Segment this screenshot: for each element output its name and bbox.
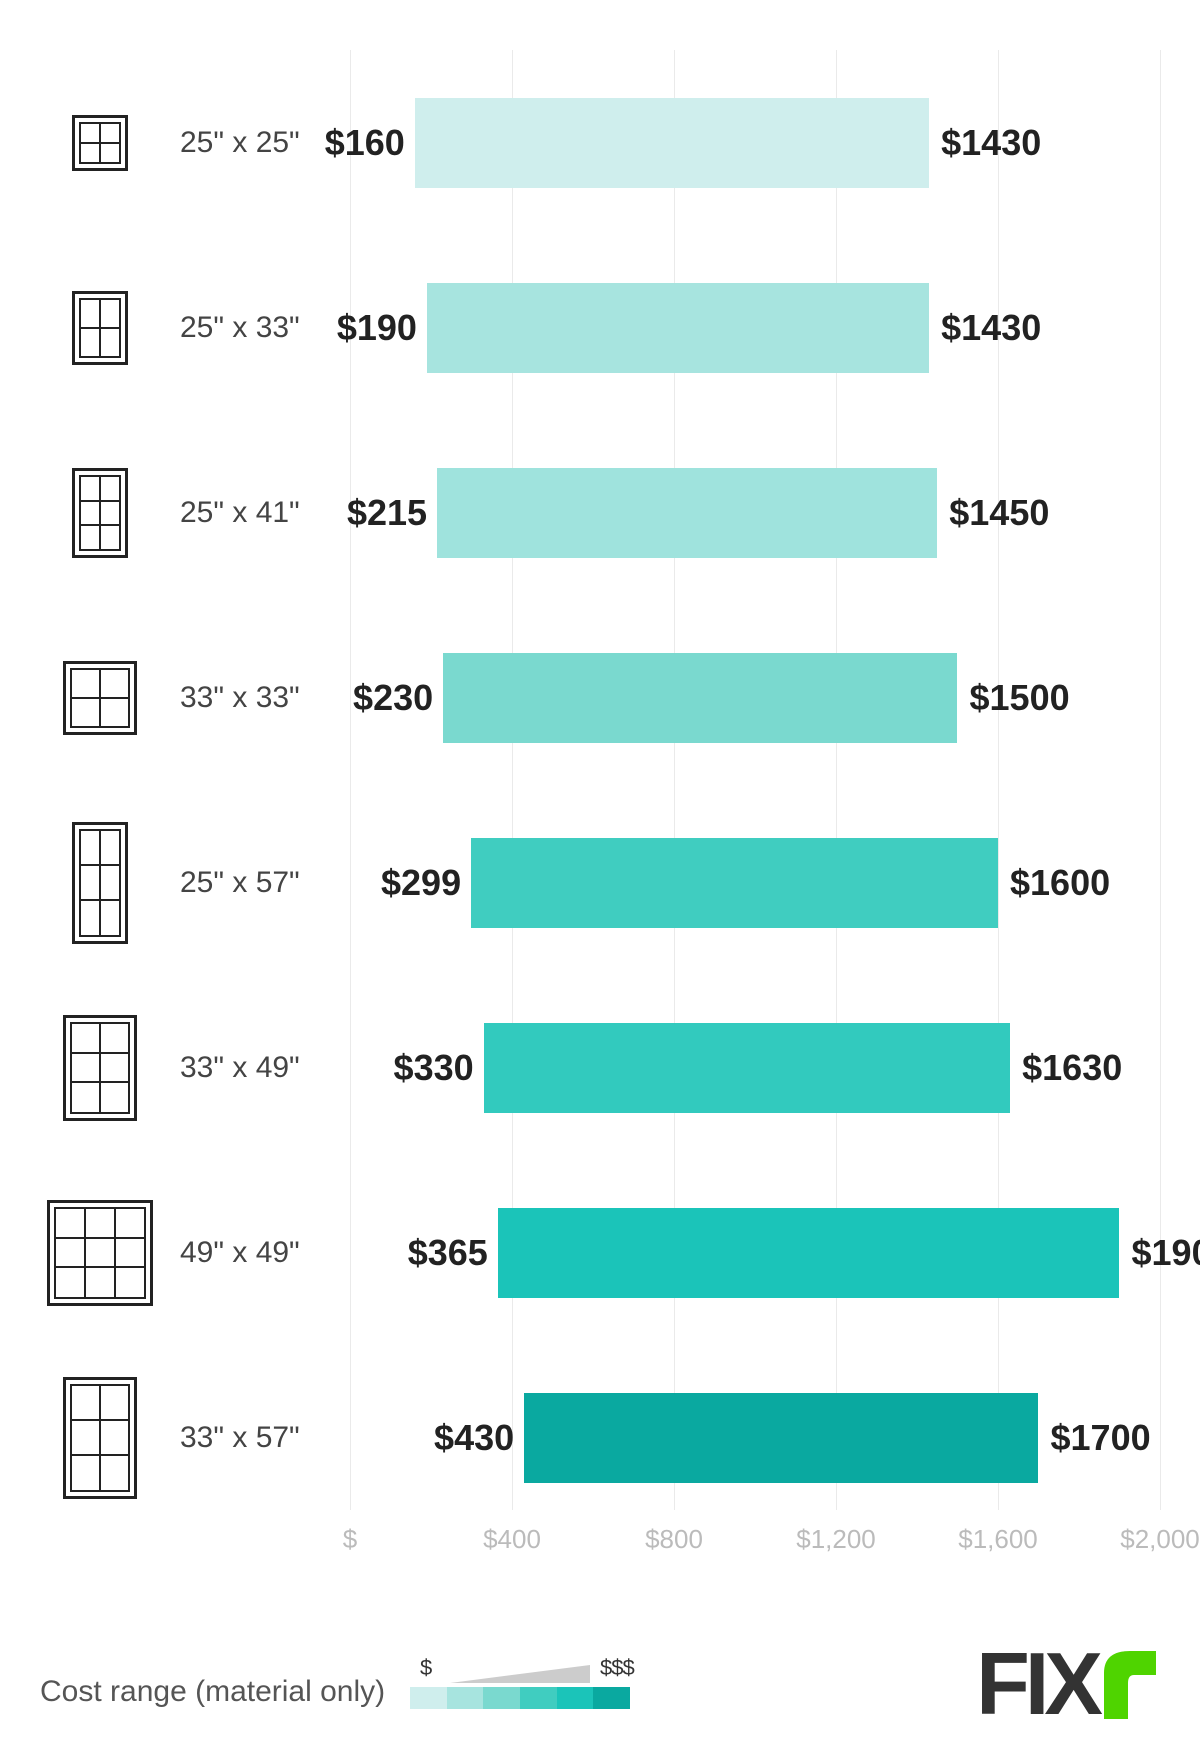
low-value: $190 (337, 307, 427, 349)
row-chart-area: $299 $1600 (350, 790, 1160, 975)
row-chart-area: $190$1430 (350, 235, 1160, 420)
size-label: 49" x 49" (180, 1236, 300, 1270)
high-value: $1700 (1039, 1417, 1151, 1459)
low-value: $430 (434, 1417, 524, 1459)
fixr-logo: FIX (976, 1639, 1160, 1719)
legend-high-label: $$$ (600, 1655, 634, 1681)
row-chart-area: $365$1900 (350, 1160, 1160, 1345)
logo-text: FIX (976, 1649, 1098, 1719)
chart-row: 49" x 49" $365$1900 (40, 1160, 1160, 1345)
logo-r-icon (1100, 1647, 1160, 1719)
chart-row: 33" x 57" $430 $1700 (40, 1345, 1160, 1530)
range-bar (471, 838, 998, 928)
chart-row: 25" x 57" $299 $1600 (40, 790, 1160, 975)
range-bar (443, 653, 957, 743)
low-value: $215 (347, 492, 437, 534)
legend-swatch (410, 1687, 447, 1709)
footer-title: Cost range (material only) (40, 1675, 385, 1709)
legend-swatch (520, 1687, 557, 1709)
high-value: $1500 (958, 677, 1070, 719)
legend-swatch (447, 1687, 484, 1709)
chart-row: 25" x 41" $215 $1450 (40, 420, 1160, 605)
color-legend: $ $$$ (410, 1687, 670, 1709)
low-value: $365 (408, 1232, 498, 1274)
window-icon (40, 443, 160, 583)
high-value: $1450 (937, 492, 1049, 534)
high-value: $1900 (1120, 1232, 1200, 1274)
row-chart-area: $215 $1450 (350, 420, 1160, 605)
range-bar (484, 1023, 1011, 1113)
size-label: 25" x 33" (180, 311, 300, 345)
high-value: $1430 (929, 122, 1041, 164)
rows-container: 25" x 25"$160$143025" x 33"$190$143025" … (40, 50, 1160, 1510)
legend-swatch (557, 1687, 594, 1709)
size-label: 33" x 49" (180, 1051, 300, 1085)
range-bar (498, 1208, 1120, 1298)
legend-swatch (483, 1687, 520, 1709)
window-icon (40, 73, 160, 213)
cost-range-chart: $$400$800$1,200$1,600$2,000 25" x 25"$16… (40, 50, 1160, 1570)
legend-swatch (593, 1687, 630, 1709)
low-value: $330 (394, 1047, 484, 1089)
legend-low-label: $ (420, 1655, 432, 1681)
chart-row: 33" x 33" $230 $1500 (40, 605, 1160, 790)
row-chart-area: $230 $1500 (350, 605, 1160, 790)
window-icon (40, 1368, 160, 1508)
high-value: $1600 (998, 862, 1110, 904)
row-chart-area: $430 $1700 (350, 1345, 1160, 1530)
window-icon (40, 258, 160, 398)
high-value: $1630 (1010, 1047, 1122, 1089)
row-chart-area: $160$1430 (350, 50, 1160, 235)
size-label: 33" x 33" (180, 681, 300, 715)
high-value: $1430 (929, 307, 1041, 349)
chart-row: 25" x 33"$190$1430 (40, 235, 1160, 420)
gridline (1160, 50, 1161, 1510)
size-label: 25" x 57" (180, 866, 300, 900)
range-bar (427, 283, 929, 373)
footer: Cost range (material only) $ $$$ FIX (40, 1609, 1160, 1719)
row-chart-area: $330 $1630 (350, 975, 1160, 1160)
window-icon (40, 813, 160, 953)
range-bar (437, 468, 937, 558)
range-bar (415, 98, 929, 188)
window-icon (40, 628, 160, 768)
chart-row: 33" x 49" $330 $1630 (40, 975, 1160, 1160)
low-value: $299 (381, 862, 471, 904)
legend-scale (410, 1687, 630, 1709)
size-label: 33" x 57" (180, 1421, 300, 1455)
window-icon (40, 1183, 160, 1323)
size-label: 25" x 41" (180, 496, 300, 530)
chart-row: 25" x 25"$160$1430 (40, 50, 1160, 235)
low-value: $230 (353, 677, 443, 719)
window-icon (40, 998, 160, 1138)
range-bar (524, 1393, 1038, 1483)
size-label: 25" x 25" (180, 126, 300, 160)
legend-triangle-icon (450, 1665, 590, 1683)
low-value: $160 (325, 122, 415, 164)
